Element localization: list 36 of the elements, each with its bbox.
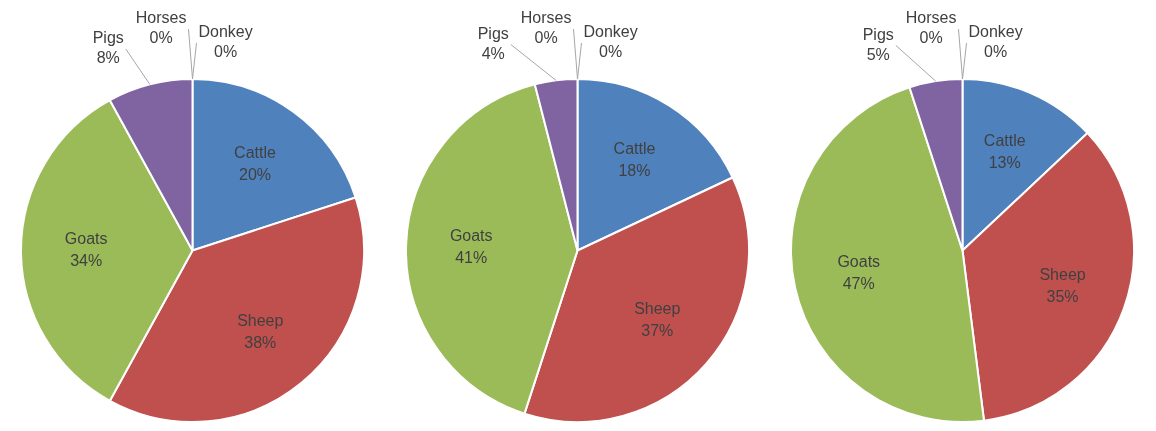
data-label: 41% [455, 248, 488, 266]
data-label: 4% [481, 44, 505, 62]
data-label: 37% [641, 322, 674, 340]
category-label: Donkey [968, 23, 1023, 41]
data-label: 47% [842, 275, 875, 293]
slice-label: Sheep [1039, 265, 1086, 283]
data-label: 35% [1046, 287, 1079, 305]
slice-label: Cattle [613, 140, 656, 158]
data-label: 8% [96, 49, 120, 67]
category-label: Donkey [583, 23, 638, 41]
slice-label: Goats [64, 229, 108, 247]
text: 0% [984, 43, 1008, 61]
slice-label: Pigs [477, 24, 509, 42]
text: 0% [149, 29, 173, 47]
text: 0% [919, 29, 943, 47]
text: 0% [534, 29, 558, 47]
slice-label: Sheep [634, 300, 681, 318]
category-label: Horses [905, 9, 957, 27]
slice-label: Sheep [237, 311, 284, 329]
text: 0% [214, 43, 238, 61]
data-label: 34% [70, 251, 103, 269]
text: 0% [599, 43, 623, 61]
slice-label: Goats [837, 253, 881, 271]
data-label: 20% [238, 165, 272, 183]
data-label: 13% [988, 154, 1021, 172]
data-label: 5% [866, 45, 890, 63]
slice-label: Pigs [92, 29, 124, 47]
category-label: Horses [520, 9, 572, 27]
slice-label: Cattle [234, 143, 276, 161]
data-label: 38% [244, 333, 277, 351]
slice-label: Pigs [862, 25, 894, 43]
slice-label: Goats [449, 226, 493, 244]
category-label: Horses [135, 9, 187, 27]
slice-label: Cattle [983, 132, 1026, 150]
data-label: 18% [618, 162, 651, 180]
category-label: Donkey [198, 23, 253, 41]
